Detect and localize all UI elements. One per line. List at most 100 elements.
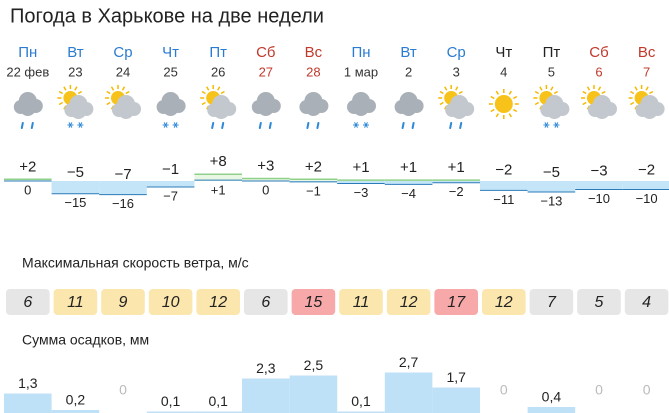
wind-cell bbox=[196, 289, 240, 315]
precip-label: 1,3 bbox=[18, 375, 38, 391]
tmin-label: −16 bbox=[112, 196, 134, 211]
weekday: Вс bbox=[638, 44, 656, 61]
sun-ray bbox=[455, 86, 459, 91]
sun-ray bbox=[220, 90, 225, 95]
rain-drop bbox=[316, 122, 320, 129]
sun-ray bbox=[63, 86, 67, 91]
wind-cell bbox=[6, 289, 50, 315]
wind-value: 12 bbox=[400, 294, 418, 311]
rain-drop bbox=[401, 122, 405, 129]
wind-value: 4 bbox=[642, 294, 651, 311]
weekday: Сб bbox=[256, 44, 275, 61]
sun-ray bbox=[645, 86, 649, 91]
sun-ray bbox=[512, 95, 518, 100]
weekday: Пн bbox=[18, 44, 37, 61]
snow-flake bbox=[364, 122, 368, 128]
tmin-band bbox=[432, 181, 480, 183]
precip-label: 0 bbox=[643, 382, 651, 398]
rain-drop bbox=[211, 122, 215, 129]
precip-bar bbox=[432, 387, 480, 413]
sun-ray bbox=[458, 90, 463, 95]
tmin-label: 0 bbox=[262, 182, 269, 197]
sun-ray bbox=[586, 86, 591, 91]
wind-cell bbox=[101, 289, 145, 315]
tmax-band bbox=[289, 179, 338, 181]
date: 25 bbox=[163, 64, 177, 79]
date: 22 фев bbox=[6, 64, 49, 79]
precip-label: 0 bbox=[119, 382, 127, 398]
tmin-label: −11 bbox=[493, 192, 514, 207]
sun-ray bbox=[106, 101, 111, 106]
date: 2 bbox=[405, 64, 412, 79]
sun-ray bbox=[534, 101, 539, 106]
wind-value: 10 bbox=[162, 294, 180, 311]
date: 6 bbox=[595, 64, 602, 79]
precip-label: 0,4 bbox=[542, 389, 562, 405]
tmin-band bbox=[337, 181, 385, 184]
weather-icon bbox=[628, 85, 665, 119]
precip-title: Сумма осадков, мм bbox=[22, 332, 149, 348]
sun-ray bbox=[201, 90, 206, 95]
weather-icon bbox=[488, 89, 519, 119]
tmin-band bbox=[146, 181, 195, 187]
rain-drop bbox=[411, 122, 415, 129]
cloud-part bbox=[162, 100, 179, 116]
cloud-part bbox=[546, 103, 563, 119]
precip-bar bbox=[337, 411, 385, 413]
precip-label: 0 bbox=[595, 382, 603, 398]
wind-value: 7 bbox=[547, 294, 557, 311]
rain-drop bbox=[449, 122, 453, 129]
weather-icon bbox=[13, 92, 43, 129]
tmax-label: −3 bbox=[590, 163, 607, 180]
wind-cell bbox=[53, 289, 98, 315]
tmin-band bbox=[51, 181, 100, 194]
precip-bar bbox=[51, 410, 100, 413]
sun-ray bbox=[512, 108, 518, 113]
sun-ray bbox=[58, 101, 63, 106]
weekday: Вт bbox=[400, 44, 417, 61]
precip-bar bbox=[4, 393, 52, 413]
sun-ray bbox=[439, 90, 444, 95]
precip-label: 2,3 bbox=[256, 360, 276, 376]
tmin-label: +1 bbox=[211, 182, 226, 197]
sun-ray bbox=[629, 90, 635, 95]
sun-ray bbox=[534, 90, 539, 95]
precip-bar bbox=[146, 411, 195, 413]
sun-ray bbox=[74, 86, 78, 91]
sun-ray bbox=[495, 90, 499, 95]
rain-drop bbox=[258, 122, 262, 129]
tmin-band bbox=[384, 181, 433, 185]
weekday: Пт bbox=[209, 44, 227, 61]
precip-label: 0,1 bbox=[161, 393, 181, 409]
tmax-label: +8 bbox=[210, 153, 227, 170]
date: 7 bbox=[643, 64, 650, 79]
date: 26 bbox=[211, 64, 225, 79]
tmin-band bbox=[527, 181, 576, 193]
wind-cell bbox=[291, 289, 336, 315]
wind-value: 11 bbox=[67, 294, 84, 311]
wind-cell bbox=[339, 289, 383, 315]
wind-title: Максимальная скорость ветра, м/с bbox=[22, 255, 249, 271]
tmax-label: +2 bbox=[305, 158, 322, 175]
weather-icon bbox=[200, 85, 237, 129]
wind-cell bbox=[434, 289, 478, 315]
weather-icon bbox=[533, 85, 570, 128]
precip-label: 0 bbox=[500, 382, 508, 398]
weather-icon bbox=[57, 85, 94, 128]
weekday: Вс bbox=[305, 44, 323, 61]
wind-cell bbox=[577, 289, 621, 315]
cloud-part bbox=[594, 103, 610, 119]
precip-bar bbox=[527, 407, 576, 413]
tmax-label: +2 bbox=[19, 158, 36, 175]
sun-ray bbox=[539, 86, 543, 91]
sun-ray bbox=[201, 101, 206, 106]
weather-icon bbox=[581, 85, 617, 119]
date: 5 bbox=[548, 64, 555, 79]
tmin-label: −10 bbox=[636, 191, 658, 206]
wind-cell bbox=[386, 289, 431, 315]
weekday: Пн bbox=[351, 44, 370, 61]
precip-bar bbox=[384, 372, 433, 413]
precip-label: 0,1 bbox=[351, 393, 371, 409]
sun-ray bbox=[444, 86, 448, 91]
